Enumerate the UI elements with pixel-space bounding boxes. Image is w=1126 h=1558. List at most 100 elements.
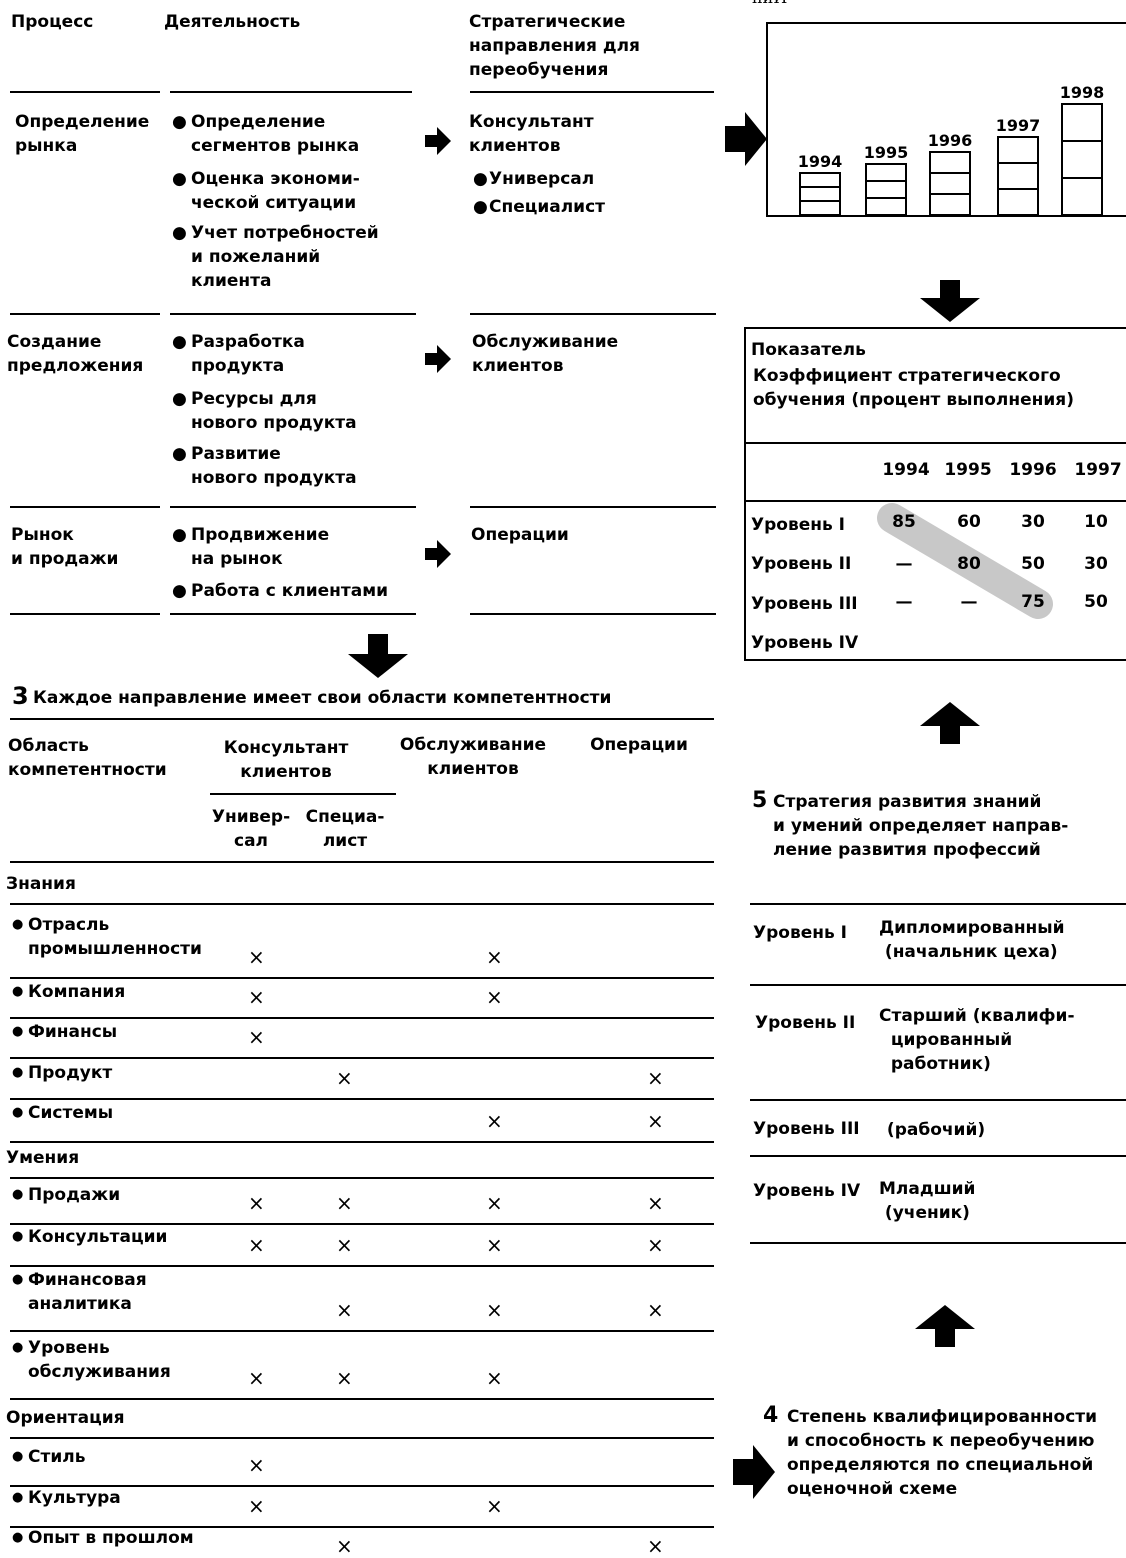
activity-item: Учет потребностей и пожеланий клиента xyxy=(191,223,379,291)
divider xyxy=(10,1098,714,1100)
divider xyxy=(10,1223,714,1225)
check-mark: × xyxy=(647,1298,664,1322)
bar-year-label: 1996 xyxy=(928,131,973,150)
divider xyxy=(10,1437,714,1439)
divider xyxy=(170,91,412,93)
arrow-up-icon xyxy=(920,702,980,744)
arrow-right-icon xyxy=(425,345,451,373)
table-cell: 10 xyxy=(1084,512,1108,532)
group-heading: Знания xyxy=(6,874,76,894)
divider xyxy=(746,500,1126,502)
section3-number: 3 xyxy=(12,682,29,710)
table-cell: 30 xyxy=(1084,554,1108,574)
check-mark: × xyxy=(336,1298,353,1322)
divider xyxy=(750,1242,1126,1244)
bar-segment xyxy=(865,180,907,199)
header-activity: Деятельность xyxy=(164,12,301,32)
level-description: Дипломированный (начальник цеха) xyxy=(879,918,1065,962)
arrow-up-icon xyxy=(915,1305,975,1347)
divider xyxy=(170,506,416,508)
indicator-title: Показатель xyxy=(751,340,866,360)
competence-bullet: ● xyxy=(12,1449,24,1464)
year-header: 1995 xyxy=(944,460,992,480)
divider xyxy=(10,903,714,905)
divider xyxy=(10,1265,714,1267)
divider xyxy=(10,1330,714,1332)
divider xyxy=(10,506,160,508)
check-mark: × xyxy=(336,1534,353,1558)
divider xyxy=(210,793,396,795)
check-mark: × xyxy=(248,1025,265,1049)
direction-label: Обслуживание клиентов xyxy=(472,332,619,376)
level-row-label: Уровень III xyxy=(751,594,858,614)
table-cell: 85 xyxy=(892,512,916,532)
check-mark: × xyxy=(486,1366,503,1390)
competence-label: Уровень обслуживания xyxy=(28,1338,171,1382)
divider xyxy=(750,984,1126,986)
table-cell: 50 xyxy=(1084,592,1108,612)
table-cell: — xyxy=(895,592,913,612)
subdirection-item: ● xyxy=(473,197,488,217)
bar-year-label: 1995 xyxy=(864,143,909,162)
activity-item: ● xyxy=(172,581,193,601)
check-mark: × xyxy=(647,1534,664,1558)
check-mark: × xyxy=(336,1066,353,1090)
year-header: 1996 xyxy=(1009,460,1057,480)
bar-segment xyxy=(929,151,971,174)
competence-bullet: ● xyxy=(12,1272,24,1287)
bar-year-label: 1998 xyxy=(1060,83,1105,102)
process-offer-creation: Создание предложения xyxy=(7,332,144,376)
check-mark: × xyxy=(486,1191,503,1215)
bar-segment xyxy=(799,186,841,202)
header-client-service: Обслуживание клиентов xyxy=(399,735,547,779)
direction-label: Консультант клиентов xyxy=(469,112,594,156)
bar-segment xyxy=(865,163,907,182)
competence-label: Продажи xyxy=(28,1185,121,1205)
bar-segment xyxy=(997,188,1039,216)
process-market-sales: Рынок и продажи xyxy=(11,525,119,569)
bar-year-label: 1994 xyxy=(798,152,843,171)
level-description: Младший (ученик) xyxy=(879,1179,976,1223)
activity-item: ● xyxy=(172,389,193,409)
competence-label: Опыт в прошлом xyxy=(28,1528,194,1548)
arrow-right-icon xyxy=(425,127,451,155)
level-row-label: Уровень I xyxy=(751,515,845,535)
check-mark: × xyxy=(248,985,265,1009)
section3-title: Каждое направление имеет свои области ко… xyxy=(33,688,612,708)
bar-segment xyxy=(1061,177,1103,216)
activity-item: Определение сегментов рынка xyxy=(191,112,360,156)
competence-bullet: ● xyxy=(12,1229,24,1244)
arrow-down-icon xyxy=(920,280,980,322)
process-market-definition: Определение рынка xyxy=(15,112,150,156)
activity-item: Продвижение на рынок xyxy=(191,525,330,569)
header-operations: Операции xyxy=(590,735,688,755)
level-row-label: Уровень II xyxy=(751,554,852,574)
divider xyxy=(750,1155,1126,1157)
divider xyxy=(170,613,416,615)
level-row-label: Уровень IV xyxy=(751,633,859,653)
divider xyxy=(470,613,716,615)
table-cell: 75 xyxy=(1021,592,1045,612)
header-competence-area: Область компетентности xyxy=(8,736,167,780)
divider xyxy=(10,1141,714,1143)
table-cell: 60 xyxy=(957,512,981,532)
activity-item: Разработка продукта xyxy=(191,332,305,376)
activity-item: Ресурсы для нового продукта xyxy=(191,389,357,433)
arrow-down-icon xyxy=(348,634,408,678)
subdirection-item: ● xyxy=(473,169,488,189)
activity-item: ● xyxy=(172,444,193,464)
bar-segment xyxy=(799,200,841,216)
level-label: Уровень II xyxy=(755,1013,856,1033)
level-label: Уровень IV xyxy=(753,1181,861,1201)
bar-year-label: 1997 xyxy=(996,116,1041,135)
level-label: Уровень I xyxy=(753,923,847,943)
header-universal: Универ- сал xyxy=(211,807,291,851)
check-mark: × xyxy=(248,1233,265,1257)
table-cell: 30 xyxy=(1021,512,1045,532)
bar-segment xyxy=(1061,140,1103,179)
divider xyxy=(750,1099,1126,1101)
check-mark: × xyxy=(486,945,503,969)
level-description: Старший (квалифи- цированный работник) xyxy=(879,1006,1075,1074)
competence-bullet: ● xyxy=(12,984,24,999)
activity-item: ● xyxy=(172,112,193,132)
